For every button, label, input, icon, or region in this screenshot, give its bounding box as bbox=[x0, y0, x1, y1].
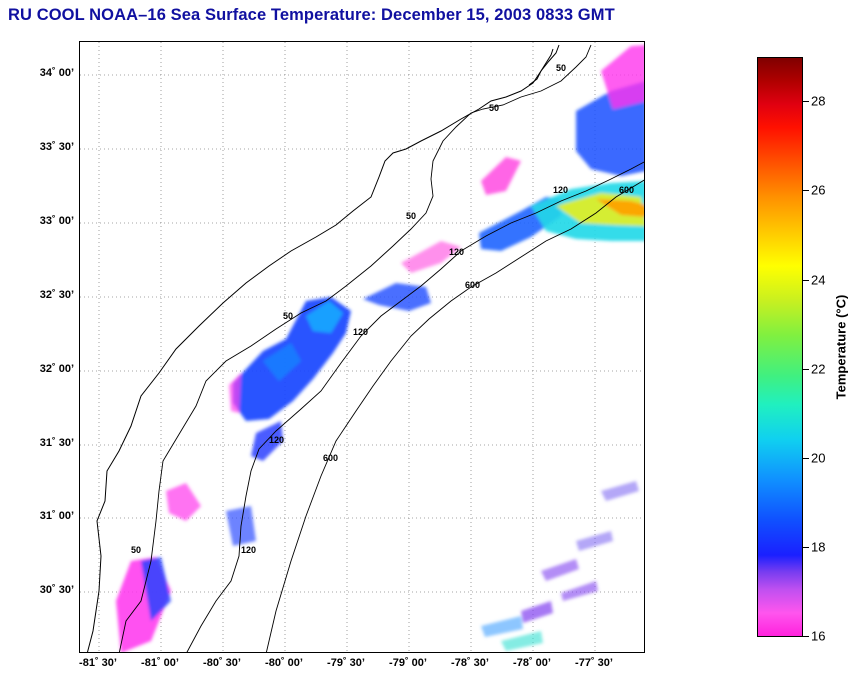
barrier-islands bbox=[528, 48, 554, 86]
contour-label-120-c: 120 bbox=[353, 327, 368, 337]
map-frame: 50 50 50 50 50 120 120 120 120 120 600 6… bbox=[79, 41, 645, 653]
lat-label-33-30: 33˚ 30’ bbox=[39, 141, 74, 153]
colorbar-tick-26 bbox=[803, 190, 809, 191]
lon-label-78-00: -78˚ 00’ bbox=[513, 657, 551, 669]
lon-label-81-30: -81˚ 30’ bbox=[79, 657, 117, 669]
lat-label-32-00: 32˚ 00’ bbox=[39, 363, 74, 375]
colorbar-label-20: 20 bbox=[811, 450, 826, 466]
colorbar-label-22: 22 bbox=[811, 361, 826, 377]
colorbar-label-18: 18 bbox=[811, 539, 826, 555]
contour-label-50-c: 50 bbox=[406, 211, 416, 221]
lat-label-31-00: 31˚ 00’ bbox=[39, 510, 74, 522]
lon-label-79-30: -79˚ 30’ bbox=[327, 657, 365, 669]
sst-patch-midshelf-cool bbox=[401, 241, 461, 273]
colorbar-tick-20 bbox=[803, 458, 809, 459]
isobath-120 bbox=[186, 161, 644, 652]
lon-label-79-00: -79˚ 00’ bbox=[389, 657, 427, 669]
sst-patch-central-edge bbox=[229, 373, 241, 413]
colorbar-tick-24 bbox=[803, 280, 809, 281]
sst-streak-3 bbox=[541, 559, 579, 581]
lat-label-34-00: 34˚ 00’ bbox=[39, 67, 74, 79]
sst-streak-6 bbox=[601, 481, 639, 501]
sst-patch-central-mid bbox=[263, 343, 301, 381]
colorbar-label-26: 26 bbox=[811, 182, 826, 198]
chart-title: RU COOL NOAA–16 Sea Surface Temperature:… bbox=[8, 6, 615, 24]
colorbar-title: Temperature (°C) bbox=[833, 294, 849, 400]
lon-label-80-30: -80˚ 30’ bbox=[203, 657, 241, 669]
lat-label-30-30: 30˚ 30’ bbox=[39, 584, 74, 596]
contour-label-50-b: 50 bbox=[556, 63, 566, 73]
sst-patches bbox=[116, 45, 644, 652]
contour-label-120-b: 120 bbox=[449, 247, 464, 257]
lat-label-31-30: 31˚ 30’ bbox=[39, 437, 74, 449]
contour-label-600-b: 600 bbox=[465, 280, 480, 290]
contour-label-120-a: 120 bbox=[553, 185, 568, 195]
colorbar-label-16: 16 bbox=[811, 628, 826, 644]
sst-streak-2 bbox=[481, 616, 523, 637]
sst-patch-inshore bbox=[166, 483, 201, 521]
contour-label-50-d: 50 bbox=[283, 311, 293, 321]
contour-label-600-c: 600 bbox=[323, 453, 338, 463]
contour-label-50-e: 50 bbox=[131, 545, 141, 555]
colorbar-tick-18 bbox=[803, 547, 809, 548]
gridlines bbox=[80, 42, 644, 652]
contour-label-600-a: 600 bbox=[619, 185, 634, 195]
sst-patch-central-warm bbox=[306, 301, 343, 333]
map-canvas: 50 50 50 50 50 120 120 120 120 120 600 6… bbox=[80, 42, 644, 652]
coastline bbox=[87, 44, 560, 652]
lon-label-81-00: -81˚ 00’ bbox=[141, 657, 179, 669]
sst-patch-northeast-cool bbox=[601, 45, 644, 109]
sst-patch-midshelf bbox=[363, 283, 431, 311]
lon-label-77-30: -77˚ 30’ bbox=[575, 657, 613, 669]
colorbar-tick-28 bbox=[803, 101, 809, 102]
isobath-600 bbox=[266, 179, 644, 652]
contour-label-120-d: 120 bbox=[269, 435, 284, 445]
colorbar-label-28: 28 bbox=[811, 93, 826, 109]
sst-streak-7 bbox=[576, 531, 613, 551]
colorbar-tick-16 bbox=[803, 636, 809, 637]
lat-label-32-30: 32˚ 30’ bbox=[39, 289, 74, 301]
lon-label-80-00: -80˚ 00’ bbox=[265, 657, 303, 669]
contour-label-120-e: 120 bbox=[241, 545, 256, 555]
isobath-50 bbox=[118, 44, 592, 652]
sst-patch-southwest-warm bbox=[141, 557, 171, 621]
sst-streak-1 bbox=[521, 601, 553, 623]
colorbar bbox=[757, 57, 803, 637]
contour-label-50-a: 50 bbox=[489, 103, 499, 113]
lat-label-33-00: 33˚ 00’ bbox=[39, 215, 74, 227]
sst-streak-4 bbox=[561, 581, 598, 601]
colorbar-label-24: 24 bbox=[811, 272, 826, 288]
lon-label-78-30: -78˚ 30’ bbox=[451, 657, 489, 669]
colorbar-tick-22 bbox=[803, 369, 809, 370]
sst-streak-5 bbox=[501, 631, 543, 651]
sst-patch-north-cool bbox=[481, 157, 521, 195]
